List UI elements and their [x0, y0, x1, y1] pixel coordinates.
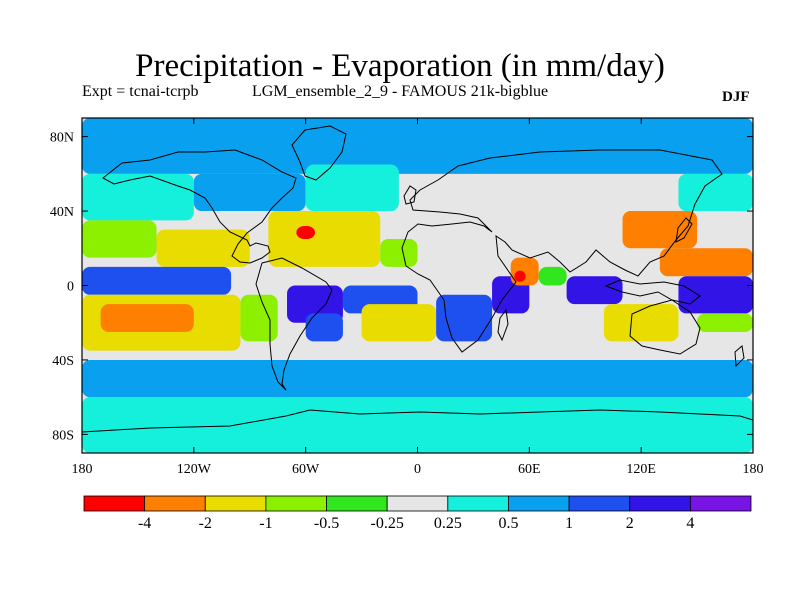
field-region-28 — [659, 248, 753, 277]
x-tick-label-2: 60W — [292, 462, 320, 477]
y-tick-label-4: 80S — [52, 428, 74, 443]
coastline-indonesia — [604, 279, 701, 305]
pe-field — [82, 118, 753, 453]
colorbar-box-1 — [144, 495, 206, 512]
coastline-south-america — [255, 257, 333, 391]
colorbar-label-2: -1 — [259, 515, 272, 532]
field-region-29 — [678, 276, 753, 314]
y-tick-label-2: 0 — [67, 280, 74, 295]
colorbar-box-2 — [204, 495, 267, 512]
field-region-27 — [622, 211, 698, 249]
colorbar-box-0 — [83, 495, 146, 512]
colorbar-label-8: 2 — [626, 515, 634, 532]
coastline-new-zealand — [734, 345, 745, 368]
field-region-11 — [380, 238, 418, 267]
colorbar-label-0: -4 — [138, 515, 151, 532]
coastline-eurasia-africa — [401, 149, 723, 353]
colorbar-box-5 — [386, 495, 449, 512]
colorbar-label-9: 4 — [686, 515, 694, 532]
x-tick-label-5: 120E — [626, 462, 656, 477]
field-region-24 — [538, 266, 567, 286]
field-region-15 — [100, 304, 194, 333]
field-region-19 — [361, 304, 437, 342]
field-region-22 — [510, 257, 539, 286]
field-region-20 — [436, 294, 493, 342]
y-tick-label-0: 80N — [50, 131, 74, 146]
colorbar-label-5: 0.25 — [434, 515, 462, 532]
field-region-16 — [240, 294, 278, 342]
x-tick-label-0: 180 — [72, 462, 93, 477]
field-region-7 — [82, 220, 157, 258]
field-region-18 — [305, 313, 343, 342]
map-axes: 180 120W 60W 0 60E 120E 180 80N 40N 0 40S 80S — [50, 118, 764, 477]
experiment-label: Expt = tcnai-tcrpb — [82, 83, 199, 100]
run-label: LGM_ensemble_2_9 - FAMOUS 21k-bigblue — [252, 83, 549, 100]
y-tick-label-1: 40N — [50, 205, 74, 220]
coastline-british-isles — [403, 185, 417, 205]
coastlines — [82, 125, 753, 433]
colorbar-box-6 — [447, 495, 509, 512]
coastline-antarctica — [82, 409, 753, 433]
field-region-30 — [697, 313, 753, 333]
colorbar-box-7 — [508, 495, 570, 512]
y-tick-label-3: 40S — [52, 354, 74, 369]
colorbar-label-4: -0.25 — [371, 515, 404, 532]
colorbar-box-3 — [265, 495, 327, 512]
coastline-madagascar — [497, 308, 509, 342]
colorbar: -4 -2 -1 -0.5 -0.25 0.25 0.5 1 2 4 — [83, 495, 752, 532]
x-tick-label-1: 120W — [177, 462, 212, 477]
season-label: DJF — [722, 89, 750, 105]
field-region-23 — [514, 270, 526, 282]
field-region-5 — [305, 164, 399, 212]
x-tick-label-6: 180 — [743, 462, 764, 477]
colorbar-box-8 — [568, 495, 631, 512]
coastline-australia — [629, 299, 701, 355]
field-region-25 — [566, 276, 623, 305]
coastline-north-america — [102, 149, 297, 264]
colorbar-label-1: -2 — [199, 515, 212, 532]
coastline-greenland — [291, 125, 347, 181]
field-region-1 — [82, 397, 753, 453]
colorbar-label-7: 1 — [565, 515, 573, 532]
field-region-10 — [296, 225, 315, 239]
field-region-6 — [678, 173, 753, 212]
field-region-0 — [82, 118, 753, 174]
chart-title: Precipitation - Evaporation (in mm/day) — [135, 48, 665, 84]
coastline-japan — [675, 217, 693, 243]
field-region-12 — [82, 266, 232, 295]
colorbar-label-6: 0.5 — [498, 515, 518, 532]
x-tick-label-4: 60E — [518, 462, 541, 477]
field-region-2 — [82, 359, 753, 398]
colorbar-box-10 — [689, 495, 752, 512]
x-tick-label-3: 0 — [414, 462, 421, 477]
field-region-8 — [156, 229, 250, 267]
field-region-9 — [268, 211, 381, 267]
colorbar-label-3: -0.5 — [314, 515, 339, 532]
colorbar-box-4 — [326, 495, 388, 512]
field-region-26 — [603, 304, 679, 342]
colorbar-box-9 — [629, 495, 691, 512]
field-region-3 — [82, 173, 194, 221]
